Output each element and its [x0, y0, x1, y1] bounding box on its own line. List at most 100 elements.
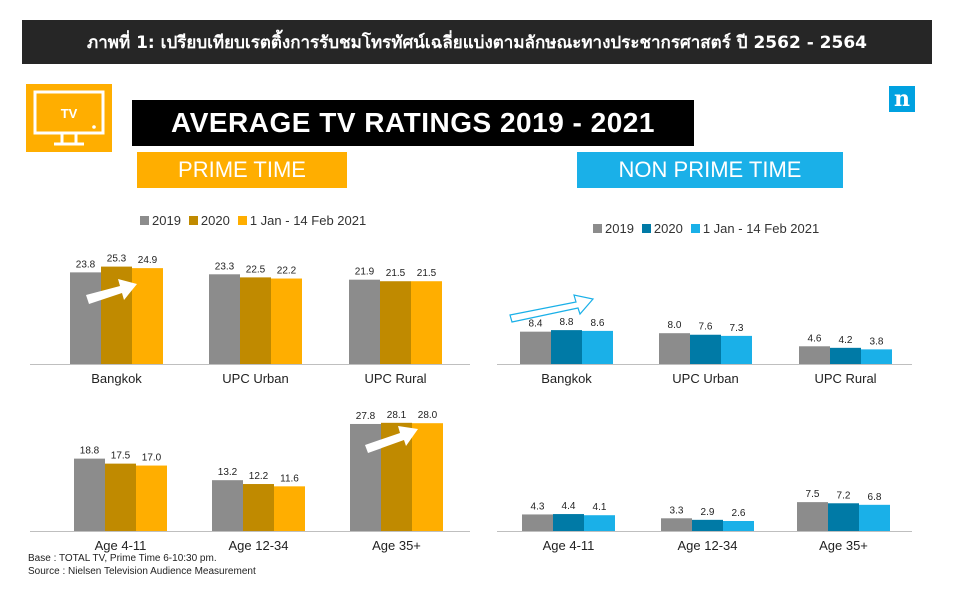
legend-item-2020: 2020 — [641, 221, 683, 236]
bar — [551, 330, 582, 364]
data-label: 7.5 — [806, 489, 820, 500]
footnote-source: Source : Nielsen Television Audience Mea… — [28, 566, 256, 577]
bar — [212, 480, 243, 531]
data-label: 28.1 — [387, 410, 407, 421]
bar — [350, 423, 381, 531]
legend-label: 2020 — [200, 213, 230, 228]
data-label: 23.3 — [215, 261, 235, 272]
prime-time-header: PRIME TIME — [137, 152, 347, 188]
category-label: Bangkok — [91, 371, 142, 386]
category-label: Age 4-11 — [95, 538, 147, 553]
data-label: 18.8 — [80, 446, 100, 457]
data-label: 25.3 — [107, 254, 127, 265]
bar — [522, 514, 553, 531]
legend-label: 2019 — [152, 213, 181, 228]
legend-swatch — [140, 216, 149, 225]
data-label: 8.6 — [591, 318, 605, 329]
bar — [661, 518, 692, 531]
main-title: AVERAGE TV RATINGS 2019 - 2021 — [132, 100, 694, 146]
legend-swatch — [690, 224, 700, 233]
legend-swatch — [237, 216, 247, 225]
data-label: 21.9 — [355, 267, 375, 278]
bar — [692, 519, 723, 531]
bar — [797, 502, 828, 531]
nielsen-logo: n — [889, 86, 915, 112]
bar — [412, 423, 443, 531]
data-label: 3.8 — [870, 336, 884, 347]
category-label: UPC Rural — [814, 371, 876, 386]
bar — [132, 268, 163, 364]
legend-label: 2019 — [605, 221, 634, 236]
bar — [828, 503, 859, 531]
category-label: UPC Urban — [672, 371, 738, 386]
legend-swatch — [188, 216, 198, 225]
data-label: 22.5 — [246, 264, 266, 275]
legend-item-2019: 2019 — [593, 221, 634, 236]
trend-arrow-outline — [509, 294, 595, 323]
non-prime-time-header: NON PRIME TIME — [577, 152, 843, 188]
bar — [723, 520, 754, 531]
category-label: Age 35+ — [372, 538, 421, 553]
bar — [380, 281, 411, 364]
bar — [861, 349, 892, 364]
legend-item-2021: 1 Jan - 14 Feb 2021 — [690, 221, 820, 236]
legend-item-2021: 1 Jan - 14 Feb 2021 — [237, 213, 367, 228]
bar — [240, 277, 271, 364]
bar — [520, 331, 551, 364]
bar — [553, 514, 584, 531]
data-label: 22.2 — [277, 266, 297, 277]
bar — [70, 272, 101, 364]
bar — [830, 347, 861, 364]
data-label: 2.9 — [701, 507, 715, 518]
data-label: 28.0 — [418, 410, 438, 421]
data-label: 17.0 — [142, 453, 162, 464]
bar — [721, 335, 752, 364]
footnote-base: Base : TOTAL TV, Prime Time 6-10:30 pm. — [28, 553, 217, 564]
data-label: 8.8 — [560, 317, 574, 328]
bar — [349, 279, 380, 364]
trend-arrow — [86, 279, 137, 304]
bar — [584, 515, 615, 531]
bar — [274, 486, 305, 531]
category-label: UPC Urban — [222, 371, 288, 386]
data-label: 8.0 — [668, 320, 682, 331]
banner-title: ภาพที่ 1: เปรียบเทียบเรตติ้งการรับชมโทรท… — [22, 20, 932, 64]
data-label: 21.5 — [417, 268, 437, 279]
data-label: 17.5 — [111, 451, 131, 462]
legend-item-2019: 2019 — [140, 213, 181, 228]
tv-icon-label: TV — [61, 106, 78, 121]
data-label: 4.4 — [562, 501, 576, 512]
data-label: 11.6 — [280, 473, 299, 484]
bar — [859, 504, 890, 531]
category-label: Age 35+ — [819, 538, 868, 553]
legend-label: 1 Jan - 14 Feb 2021 — [249, 213, 367, 228]
category-label: Age 12-34 — [229, 538, 289, 553]
bar — [411, 281, 442, 364]
legend-prime: 2019 2020 1 Jan - 14 Feb 2021 — [140, 213, 366, 228]
category-label: Age 4-11 — [543, 538, 595, 553]
data-label: 3.3 — [670, 505, 684, 516]
data-label: 4.1 — [593, 502, 607, 513]
data-label: 24.9 — [138, 255, 158, 266]
legend-label: 1 Jan - 14 Feb 2021 — [702, 221, 820, 236]
data-label: 7.6 — [699, 322, 713, 333]
data-label: 21.5 — [386, 268, 406, 279]
data-label: 4.3 — [531, 501, 545, 512]
data-label: 2.6 — [732, 508, 746, 519]
data-label: 12.2 — [249, 471, 269, 482]
data-label: 27.8 — [356, 411, 376, 422]
bar — [136, 465, 167, 531]
category-label: Bangkok — [541, 371, 592, 386]
tv-icon-box: TV — [26, 84, 112, 152]
bar — [271, 278, 302, 364]
trend-arrow — [365, 426, 418, 453]
data-label: 4.6 — [808, 333, 822, 344]
legend-nonprime: 2019 2020 1 Jan - 14 Feb 2021 — [593, 221, 819, 236]
bar — [690, 334, 721, 364]
legend-item-2020: 2020 — [188, 213, 230, 228]
bar — [799, 346, 830, 364]
category-label: UPC Rural — [364, 371, 426, 386]
legend-swatch — [593, 224, 602, 233]
bar — [582, 330, 613, 364]
